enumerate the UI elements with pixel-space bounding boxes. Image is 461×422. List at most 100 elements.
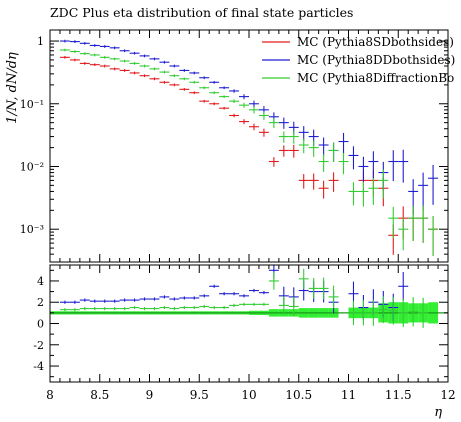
main-series-2-point	[169, 64, 180, 68]
ratio-series-1-point	[169, 297, 180, 301]
ratio-y-tick-label: 2	[37, 296, 44, 309]
main-panel: 1 10⁻¹ 10⁻² 10⁻³	[20, 29, 449, 263]
ratio-series-1-point	[99, 299, 110, 303]
main-series-1-point	[249, 123, 259, 131]
legend-label-3: MC (Pythia8DiffractionBo	[297, 71, 454, 85]
ratio-series-2-point	[249, 302, 259, 306]
main-series-3-point	[159, 70, 170, 74]
ratio-series-1-point	[219, 292, 230, 296]
main-series-2-point	[418, 172, 429, 211]
main-series-3-point	[328, 142, 339, 162]
main-series-3-point	[308, 140, 319, 157]
ratio-series-1-point	[199, 294, 210, 298]
ratio-series-1-point	[129, 298, 140, 302]
chart-title: ZDC Plus eta distribution of final state…	[50, 5, 353, 20]
main-series-2-point	[119, 49, 130, 53]
main-series-1-point	[288, 144, 299, 158]
main-series-2-point	[398, 149, 409, 183]
ratio-series-2-point	[388, 296, 399, 325]
ratio-series-1-point	[249, 288, 259, 293]
ratio-series-2-point	[318, 277, 329, 300]
main-series-3-point	[318, 154, 329, 172]
main-series-2-point	[179, 69, 190, 72]
ratio-series-2-point	[308, 277, 319, 299]
ratio-series-1-point	[159, 295, 170, 299]
main-series-2-point	[338, 132, 349, 155]
main-series-3-point	[288, 130, 299, 144]
main-series-1-point	[109, 67, 120, 71]
ratio-series-1-point	[179, 296, 190, 300]
main-series-1-point	[199, 99, 210, 103]
main-series-2-point	[69, 40, 80, 43]
main-series-3-point	[99, 55, 110, 59]
main-series-3-point	[69, 50, 80, 53]
legend: MC (Pythia8SDbothsides) MC (Pythia8DDboth…	[262, 35, 455, 85]
main-y-tick-label: 10⁻³	[20, 223, 44, 236]
main-series-2-point	[239, 94, 249, 100]
x-tick-label: 10	[241, 388, 256, 402]
main-series-3-point	[239, 102, 249, 108]
ratio-series-2-point	[109, 307, 120, 311]
main-series-3-point	[398, 217, 409, 251]
main-series-3-point	[209, 91, 220, 95]
ratio-series-2-point	[159, 305, 170, 310]
main-series-3-point	[368, 178, 379, 205]
ratio-series-2-point	[89, 307, 100, 311]
main-series-2-point	[229, 89, 240, 93]
main-series-1-point	[149, 77, 160, 81]
main-series-1-point	[139, 74, 150, 78]
main-y-tick-label: 10⁻¹	[20, 98, 44, 111]
ratio-series-2-point	[268, 272, 279, 290]
ratio-panel-frame	[49, 264, 449, 383]
main-series-1-point	[318, 180, 329, 199]
main-series-2-point	[149, 57, 160, 61]
main-series-3-point	[89, 53, 100, 57]
y-axis-label: 1/N, dN/dη	[5, 52, 20, 124]
ratio-series-2-point	[169, 307, 180, 311]
main-series-3-point	[298, 138, 309, 154]
legend-entry-2: MC (Pythia8DDbothsides)	[262, 53, 455, 67]
x-tick-label: 11	[341, 388, 356, 402]
main-series-2-point	[249, 100, 259, 108]
ratio-series-1-point	[229, 292, 240, 296]
main-series-3-point	[278, 131, 289, 143]
main-series-1-point	[298, 174, 309, 189]
main-series-1-point	[89, 63, 100, 67]
main-series-1-point	[79, 62, 90, 65]
x-tick-label: 9.5	[190, 388, 209, 402]
main-series-2-point	[109, 46, 120, 50]
ratio-series-1-point	[209, 284, 220, 288]
main-series-2-point	[139, 54, 150, 58]
ratio-series-2-point	[328, 285, 339, 309]
ratio-series-2-point	[149, 307, 160, 311]
main-series-3-point	[268, 118, 279, 128]
main-y-tick-label: 10⁻²	[20, 160, 44, 173]
main-series-2-point	[209, 80, 220, 84]
ratio-series-1-point	[258, 291, 269, 295]
ratio-series-1-point	[109, 299, 120, 303]
ratio-series-2-point	[99, 307, 110, 311]
main-series-1-point	[239, 119, 249, 125]
main-series-2-point	[199, 76, 210, 80]
main-series-1-point	[229, 113, 240, 118]
main-series-2-point	[59, 39, 70, 43]
legend-entry-3: MC (Pythia8DiffractionBo	[262, 71, 454, 85]
main-series-1-point	[99, 64, 110, 68]
main-series-2-point	[189, 71, 200, 75]
main-series-2-point	[278, 117, 289, 129]
main-series-3-point	[249, 106, 259, 114]
main-series-2-point	[368, 151, 379, 179]
main-series-1-point	[159, 80, 170, 84]
main-series-3-point	[119, 59, 130, 63]
ratio-series-2-point	[239, 302, 249, 306]
main-series-1-point	[328, 172, 339, 192]
ratio-y-tick-label: -2	[33, 339, 44, 352]
ratio-series-2-point	[258, 302, 269, 306]
main-series-3-point	[229, 99, 240, 103]
main-series-2-point	[428, 165, 439, 205]
main-series-1-point	[129, 71, 140, 75]
main-series-1-point	[179, 87, 190, 91]
main-series-3-point	[338, 152, 349, 175]
x-tick-label: 8	[46, 388, 54, 402]
